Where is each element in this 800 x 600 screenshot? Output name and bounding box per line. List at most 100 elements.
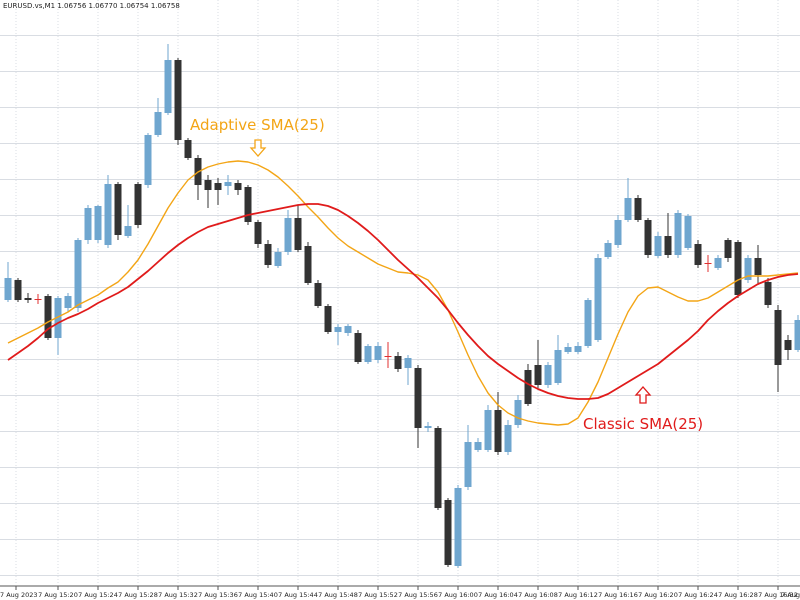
candle-body (464, 442, 472, 487)
candle-body (404, 358, 412, 368)
chart-title: EURUSD.vs,M1 1.06756 1.06770 1.06754 1.0… (3, 2, 180, 10)
candle-body (334, 327, 342, 332)
x-axis-band (0, 586, 800, 600)
x-tick-label: 7 Aug 16:12 (558, 591, 598, 599)
candle-body (634, 198, 642, 220)
candle-body (34, 299, 42, 300)
candle-body (344, 326, 352, 333)
x-tick-label: 7 Aug 16:00 (438, 591, 478, 599)
candle-body (614, 220, 622, 245)
x-tick-label: 7 Aug 15:28 (118, 591, 158, 599)
candle-body (454, 488, 462, 566)
candle-body (584, 300, 592, 346)
series-annotation: Adaptive SMA(25) (190, 116, 325, 134)
x-tick-label: 7 Aug 15:20 (38, 591, 78, 599)
candle-body (84, 208, 92, 240)
candle-body (514, 400, 522, 425)
candle-body (574, 346, 582, 352)
candle-body (764, 282, 772, 305)
candle-body (794, 320, 800, 350)
x-tick-label: 7 Aug 15:32 (158, 591, 198, 599)
x-tick-label: 7 Aug 15:52 (358, 591, 398, 599)
candle-body (314, 283, 322, 306)
candle-body (604, 243, 612, 257)
candle-body (704, 263, 712, 264)
ma-line (7, 203, 799, 400)
x-tick-label: 7 Aug 15:56 (398, 591, 438, 599)
x-tick-label: 7 Aug 16:20 (638, 591, 678, 599)
candle-body (674, 213, 682, 255)
x-tick-label: 7 Aug 16:28 (718, 591, 758, 599)
candle-body (754, 258, 762, 275)
candle-body (214, 183, 222, 190)
candle-body (774, 310, 782, 365)
grid (15, 0, 779, 585)
x-tick-label: 7 Aug 2023 (0, 591, 38, 599)
candle-body (384, 356, 392, 357)
candle-body (254, 222, 262, 244)
candle-body (234, 183, 242, 190)
x-tick-label: 7 Aug 16:24 (678, 591, 718, 599)
x-tick-label: 7 Aug 16:04 (478, 591, 518, 599)
annotation-arrow (634, 386, 652, 404)
candle-body (474, 442, 482, 450)
x-tick-label: 7 Aug 16:32 (758, 591, 798, 599)
candle-body (174, 60, 182, 140)
candles (4, 44, 800, 568)
x-tick-label: 7 Aug 15:40 (238, 591, 278, 599)
x-tick-label: 7 Aug 15:48 (318, 591, 358, 599)
candle-body (24, 298, 32, 300)
candle-body (524, 370, 532, 404)
candle-body (394, 356, 402, 369)
candle-body (104, 184, 112, 245)
candle-body (554, 350, 562, 383)
candle-body (64, 296, 72, 308)
candle-body (204, 180, 212, 190)
x-tick-label: 7 Aug 15:44 (278, 591, 318, 599)
candle-body (4, 278, 12, 300)
candle-body (124, 226, 132, 236)
candle-body (374, 346, 382, 360)
candle-body (264, 244, 272, 265)
candle-body (744, 258, 752, 280)
x-tick-label: 7 Aug 16:08 (518, 591, 558, 599)
candle-body (14, 280, 22, 300)
candle-body (134, 184, 142, 225)
series-annotation: Classic SMA(25) (583, 415, 703, 433)
candle-body (504, 425, 512, 452)
candle-body (144, 135, 152, 185)
candle-body (594, 258, 602, 340)
x-tick-label: 7 Aug (781, 591, 800, 599)
candle-body (154, 112, 162, 135)
candle-body (304, 246, 312, 283)
candle-body (224, 182, 232, 186)
lines (7, 160, 799, 426)
candle-body (724, 240, 732, 258)
candle-body (434, 428, 442, 508)
candle-body (284, 218, 292, 252)
annotation-arrow (249, 139, 267, 157)
candle-body (294, 218, 302, 250)
candle-body (494, 410, 502, 452)
candle-body (74, 240, 82, 308)
candle-body (184, 140, 192, 158)
candle-body (424, 426, 432, 428)
candle-body (714, 258, 722, 268)
candle-body (664, 236, 672, 255)
candle-body (694, 244, 702, 265)
candle-body (114, 184, 122, 235)
candle-body (444, 500, 452, 565)
candle-body (734, 242, 742, 295)
candle-body (684, 216, 692, 248)
candle-body (654, 236, 662, 256)
candle-body (354, 333, 362, 362)
x-tick-label: 7 Aug 15:24 (78, 591, 118, 599)
ma-line (7, 160, 799, 426)
candle-body (414, 368, 422, 428)
candle-body (54, 298, 62, 338)
x-axis: 7 Aug 2023 7 Aug 15:20 7 Aug 15:24 7 Aug 15… (0, 586, 800, 599)
candle-body (624, 198, 632, 220)
candle-body (364, 346, 372, 362)
candle-body (784, 340, 792, 350)
candle-body (274, 252, 282, 266)
